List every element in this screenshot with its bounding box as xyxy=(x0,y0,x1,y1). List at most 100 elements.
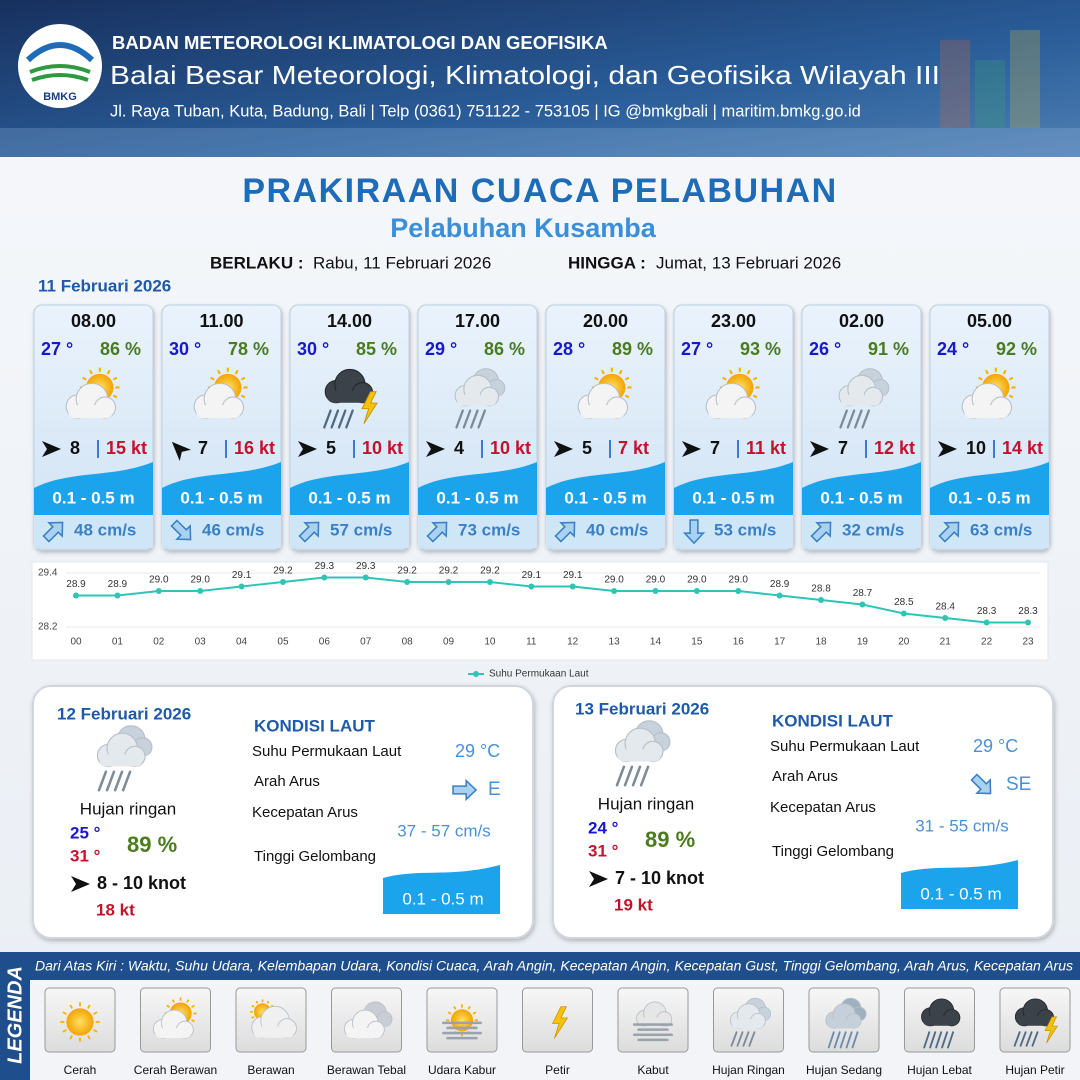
weather: Hujan ringan xyxy=(80,799,176,818)
weather-icon xyxy=(551,1006,569,1039)
weather-icon xyxy=(633,1001,673,1042)
sun-ray xyxy=(93,1029,98,1033)
legend-label: Cerah xyxy=(64,1063,97,1077)
x-tick-label: 11 xyxy=(526,637,537,648)
legend-label: Kabut xyxy=(637,1063,669,1077)
sun-ray xyxy=(984,369,989,375)
sun-ray xyxy=(216,369,221,375)
sst-point xyxy=(983,619,990,626)
valid-to-label: HINGGA : xyxy=(568,253,646,272)
legend-item: Petir xyxy=(522,987,593,1077)
cloud-base xyxy=(327,390,371,403)
weather-icon xyxy=(921,998,961,1049)
cloud-base xyxy=(1016,1016,1052,1026)
sun-ray xyxy=(251,1015,255,1019)
sst-point xyxy=(528,583,535,590)
wind-arrow xyxy=(810,441,829,457)
value-label: 28.9 xyxy=(66,579,86,590)
forecast-card: 08.00 27 ° 86 % 8 15 kt 0.1 - 0.5 m 48 cm/s xyxy=(33,304,154,551)
x-tick-label: 10 xyxy=(484,637,496,648)
weather-icon xyxy=(343,1001,393,1039)
forecast-card: 23.00 27 ° 93 % 7 11 kt 0.1 - 0.5 m 53 cm/s xyxy=(673,304,794,551)
legend-item: Hujan Ringan xyxy=(712,987,785,1077)
temp-min: 25 ° xyxy=(70,823,101,842)
x-tick-label: 00 xyxy=(70,637,82,648)
sst-point xyxy=(73,592,79,599)
x-tick-label: 02 xyxy=(153,637,165,648)
weather: Hujan ringan xyxy=(598,794,694,813)
sst-point xyxy=(569,583,576,590)
legend-label: Hujan Sedang xyxy=(806,1063,882,1077)
sun-ray xyxy=(266,1000,270,1004)
humidity: 86 % xyxy=(100,339,141,359)
current-arrow xyxy=(426,521,448,543)
rain-drop xyxy=(337,409,347,429)
wave-area xyxy=(290,462,409,515)
wind-speed: 4 xyxy=(454,438,464,458)
sst-label: Suhu Permukaan Laut xyxy=(252,743,402,760)
sst: 29 °C xyxy=(973,736,1018,756)
gust: 10 kt xyxy=(362,438,403,458)
rain-drop xyxy=(736,1031,744,1047)
sst-line xyxy=(76,576,1028,624)
time: 11.00 xyxy=(199,311,243,331)
time: 08.00 xyxy=(71,311,116,331)
x-tick-label: 23 xyxy=(1022,637,1034,648)
temp-min: 24 ° xyxy=(588,818,619,837)
wave-height: 0.1 - 0.5 m xyxy=(564,488,646,507)
current-arrow xyxy=(810,521,832,543)
wind-speed: 5 xyxy=(582,438,592,458)
header-band xyxy=(0,0,1080,157)
legend-item: Kabut xyxy=(617,987,689,1077)
temp-max: 31 ° xyxy=(588,841,619,860)
legend-side xyxy=(0,952,30,1080)
value-label: 29.3 xyxy=(315,561,335,572)
rain-drop xyxy=(742,1031,750,1047)
value-label: 29.2 xyxy=(439,566,459,577)
rain-drop xyxy=(935,1031,943,1049)
value-label: 28.9 xyxy=(108,579,128,590)
wave: 0.1 - 0.5 m xyxy=(402,889,483,908)
x-tick-label: 16 xyxy=(733,637,745,648)
x-tick-label: 17 xyxy=(774,637,786,648)
rain-drop xyxy=(846,409,856,429)
forecast-card: 05.00 24 ° 92 % 10 14 kt 0.1 - 0.5 m 63 cm/s xyxy=(929,304,1050,551)
rain-drop xyxy=(839,1031,847,1049)
wind-arrow xyxy=(42,441,61,457)
header-decoration xyxy=(0,30,1080,157)
subtitle: Pelabuhan Kusamba xyxy=(390,213,657,243)
x-tick-label: 01 xyxy=(112,637,124,648)
weather-icon xyxy=(60,1002,100,1042)
sun-ray xyxy=(210,376,215,381)
sun-ray xyxy=(600,369,605,375)
sst-point xyxy=(279,579,286,585)
cloud-base xyxy=(68,405,113,418)
sea-title: KONDISI LAUT xyxy=(254,716,376,735)
value-label: 28.3 xyxy=(977,606,997,617)
sun-ray xyxy=(112,376,118,381)
valid-from-label: BERLAKU : xyxy=(210,253,304,272)
lightning xyxy=(361,391,378,425)
rain-drop xyxy=(631,765,642,787)
air-temp: 28 ° xyxy=(553,339,585,359)
legend-item: Berawan xyxy=(235,987,307,1077)
weather-icon xyxy=(442,1004,482,1040)
sun xyxy=(450,1009,474,1032)
legend-title: LEGENDA xyxy=(4,966,26,1064)
current-speed: 63 cm/s xyxy=(970,520,1032,539)
legend-item: Udara Kabur xyxy=(426,987,498,1077)
current-speed-label: Kecepatan Arus xyxy=(770,799,876,816)
sst-point xyxy=(445,579,452,585)
weather-icon xyxy=(65,367,120,419)
rain-drop xyxy=(345,409,354,429)
agency: BADAN METEOROLOGI KLIMATOLOGI DAN GEOFIS… xyxy=(112,32,608,53)
x-tick-label: 19 xyxy=(857,637,869,648)
lightning xyxy=(1044,1016,1058,1044)
x-tick-label: 05 xyxy=(277,637,289,648)
sst-point xyxy=(404,579,411,585)
value-label: 28.9 xyxy=(770,579,790,590)
rain-drop xyxy=(854,409,863,429)
sun-ray xyxy=(240,394,246,399)
air-temp: 30 ° xyxy=(169,339,201,359)
current-dir-label: Arah Arus xyxy=(254,773,320,790)
